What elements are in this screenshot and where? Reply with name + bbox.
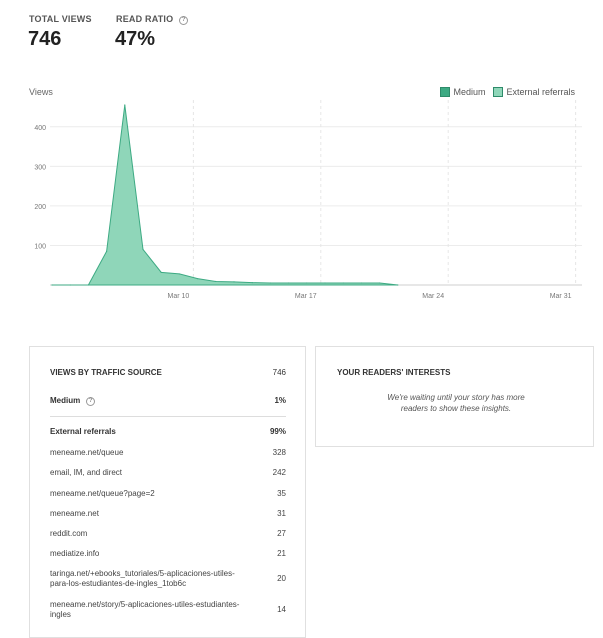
source-row: meneame.net/queue?page=2 35: [50, 489, 286, 499]
legend-label-external: External referrals: [506, 87, 575, 97]
data-point: [160, 271, 162, 273]
source-label[interactable]: meneame.net/queue: [50, 448, 124, 457]
data-point: [87, 284, 89, 286]
data-point: [106, 250, 108, 252]
data-point: [251, 282, 253, 284]
data-point: [342, 282, 344, 284]
source-row: meneame.net 31: [50, 509, 286, 519]
data-point: [324, 282, 326, 284]
chart-legend: Medium External referrals: [440, 87, 575, 97]
legend-item-medium[interactable]: Medium: [440, 87, 485, 97]
source-label[interactable]: meneame.net/story/5-aplicaciones-utiles-…: [50, 600, 240, 619]
data-point: [142, 248, 144, 250]
data-point: [269, 282, 271, 284]
data-point: [178, 273, 180, 275]
source-value: 20: [277, 574, 286, 583]
data-point: [124, 104, 126, 106]
source-row: mediatize.info 21: [50, 549, 286, 559]
source-value: 328: [272, 448, 286, 457]
source-row: reddit.com 27: [50, 529, 286, 539]
total-views-value: 746: [28, 28, 62, 50]
source-row: meneame.net/queue 328: [50, 448, 286, 458]
data-point: [69, 284, 71, 286]
data-point: [51, 284, 53, 286]
x-tick-label: Mar 10: [168, 293, 190, 300]
source-row: meneame.net/story/5-aplicaciones-utiles-…: [50, 600, 286, 620]
read-ratio-value: 47%: [115, 28, 156, 50]
chart-title: Views: [29, 87, 53, 97]
interests-title: YOUR READERS' INTERESTS: [337, 368, 451, 377]
data-point: [360, 282, 362, 284]
traffic-external-row: External referrals 99%: [50, 427, 286, 436]
traffic-total: 746: [272, 368, 286, 377]
interests-message: We're waiting until your story has more …: [387, 393, 525, 413]
source-value: 27: [277, 529, 286, 538]
total-views-label: TOTAL VIEWS: [29, 14, 92, 24]
legend-item-external[interactable]: External referrals: [493, 87, 575, 97]
x-tick-label: Mar 24: [422, 293, 444, 300]
traffic-medium-row: Medium? 1%: [50, 396, 286, 406]
y-tick-label: 100: [34, 243, 46, 250]
traffic-external-value: 99%: [269, 427, 286, 436]
source-label[interactable]: mediatize.info: [50, 549, 100, 558]
x-tick-label: Mar 17: [295, 293, 317, 300]
legend-label-medium: Medium: [453, 87, 486, 97]
read-ratio-label-group: READ RATIO?: [116, 14, 189, 25]
source-row: email, IM, and direct 242: [50, 468, 286, 478]
readers-interests-panel: YOUR READERS' INTERESTS We're waiting un…: [315, 346, 594, 447]
traffic-source-panel: VIEWS BY TRAFFIC SOURCE 746 Medium? 1% E…: [29, 346, 306, 638]
data-point: [233, 281, 235, 283]
help-icon[interactable]: ?: [179, 16, 189, 25]
data-point: [197, 278, 199, 280]
divider: [50, 416, 286, 417]
source-label[interactable]: meneame.net/queue?page=2: [50, 489, 155, 498]
read-ratio-label: READ RATIO: [116, 14, 174, 24]
traffic-external-label: External referrals: [50, 427, 116, 436]
source-value: 14: [277, 605, 286, 614]
source-label[interactable]: reddit.com: [50, 529, 88, 538]
legend-swatch-medium: [440, 87, 451, 97]
data-point: [306, 282, 308, 284]
source-value: 35: [277, 489, 286, 498]
y-tick-label: 400: [34, 125, 46, 132]
source-label[interactable]: meneame.net: [50, 509, 99, 518]
traffic-title: VIEWS BY TRAFFIC SOURCE: [50, 368, 162, 377]
traffic-medium-value: 1%: [274, 396, 286, 405]
help-icon[interactable]: ?: [86, 397, 96, 406]
legend-swatch-external: [493, 87, 504, 97]
y-tick-label: 200: [34, 204, 46, 211]
data-point: [379, 282, 381, 284]
x-tick-label: Mar 31: [550, 293, 572, 300]
source-value: 21: [277, 549, 286, 558]
data-point: [215, 280, 217, 283]
views-chart: 100 200 300 400 Mar 10 Mar 17 Mar 24 Mar 31: [34, 100, 582, 300]
traffic-header: VIEWS BY TRAFFIC SOURCE 746: [50, 368, 286, 377]
source-value: 31: [277, 509, 286, 518]
source-label[interactable]: taringa.net/+ebooks_tutoriales/5-aplicac…: [50, 569, 235, 588]
traffic-medium-label: Medium: [50, 396, 81, 405]
source-value: 242: [272, 468, 286, 477]
source-label: email, IM, and direct: [50, 468, 123, 477]
series-area-external-referrals: [52, 104, 398, 286]
y-tick-label: 300: [34, 164, 46, 171]
data-point: [288, 282, 290, 284]
source-row: taringa.net/+ebooks_tutoriales/5-aplicac…: [50, 569, 286, 589]
data-point: [397, 284, 399, 286]
